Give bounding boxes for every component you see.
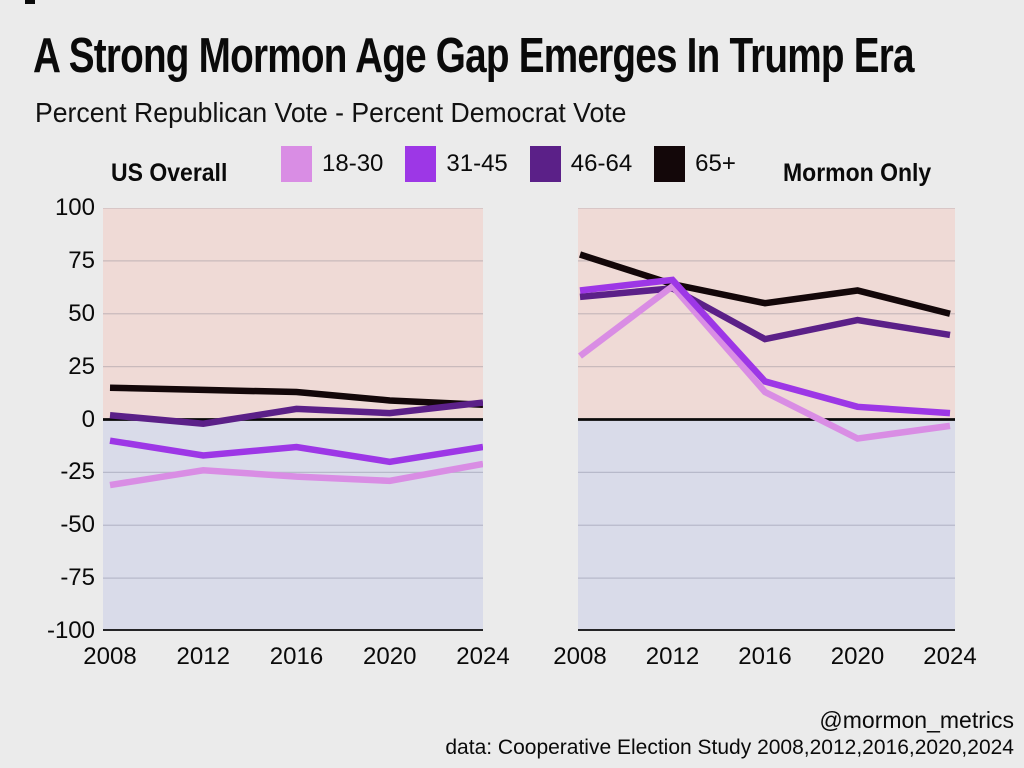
legend-item-46-64: 46-64 xyxy=(529,146,633,182)
legend-label: 65+ xyxy=(695,150,736,177)
x-axis-tick: 2016 xyxy=(738,643,792,670)
y-axis-tick: -50 xyxy=(60,511,95,539)
y-axis-tick: 50 xyxy=(68,299,95,327)
x-axis-tick: 2008 xyxy=(553,643,607,670)
legend-label: 31-45 xyxy=(446,150,508,177)
series-line-18-30 xyxy=(578,281,951,442)
line-chart-mormon-only xyxy=(578,208,955,631)
x-axis-tick: 2020 xyxy=(830,643,885,670)
legend-swatch-65+ xyxy=(654,146,686,182)
page-title: A Strong Mormon Age Gap Emerges In Trump… xyxy=(33,29,915,83)
x-axis-tick: 2012 xyxy=(645,643,700,670)
y-axis-tick: -100 xyxy=(46,617,95,644)
y-axis-tick: 0 xyxy=(81,405,95,433)
footer: @mormon_metrics data: Cooperative Electi… xyxy=(445,706,1014,761)
series-line-46-64 xyxy=(579,285,951,343)
x-axis-tick: 2024 xyxy=(923,643,977,670)
legend-item-65+: 65+ xyxy=(654,146,736,182)
legend: 18-30 31-45 46-64 65+ xyxy=(281,146,736,182)
footer-source: data: Cooperative Election Study 2008,20… xyxy=(445,736,1014,759)
legend-label: 46-64 xyxy=(570,150,633,177)
legend-item-31-45: 31-45 xyxy=(405,146,508,182)
series-line-31-45 xyxy=(109,437,483,466)
panel-title-us-overall: US Overall xyxy=(111,159,228,187)
legend-swatch-46-64 xyxy=(529,146,561,182)
footer-handle: @mormon_metrics xyxy=(819,707,1014,733)
x-axis-tick: 2008 xyxy=(83,643,137,670)
y-axis-tick: 25 xyxy=(68,352,95,380)
legend-swatch-18-30 xyxy=(281,146,312,182)
line-chart-us-overall xyxy=(103,208,483,631)
panel-title-mormon-only: Mormon Only xyxy=(783,159,932,187)
chart-subtitle: Percent Republican Vote - Percent Democr… xyxy=(35,97,627,128)
series-line-31-45 xyxy=(579,276,951,417)
top-edge-mark xyxy=(25,0,35,4)
y-axis-tick: 100 xyxy=(54,194,95,221)
series-line-65+ xyxy=(579,251,951,317)
legend-item-18-30: 18-30 xyxy=(281,146,383,182)
series-line-46-64 xyxy=(109,399,483,428)
x-axis-tick: 2024 xyxy=(456,643,510,670)
series-line-18-30 xyxy=(109,460,483,489)
x-axis-tick: 2012 xyxy=(176,643,230,670)
y-axis-tick: -25 xyxy=(60,458,95,486)
x-axis-tick: 2020 xyxy=(363,643,417,670)
series-line-65+ xyxy=(109,384,483,408)
legend-swatch-31-45 xyxy=(405,146,437,182)
x-axis-tick: 2016 xyxy=(269,643,324,670)
y-axis-tick: -75 xyxy=(60,564,95,592)
y-axis-tick: 75 xyxy=(68,246,95,274)
legend-label: 18-30 xyxy=(322,150,384,177)
